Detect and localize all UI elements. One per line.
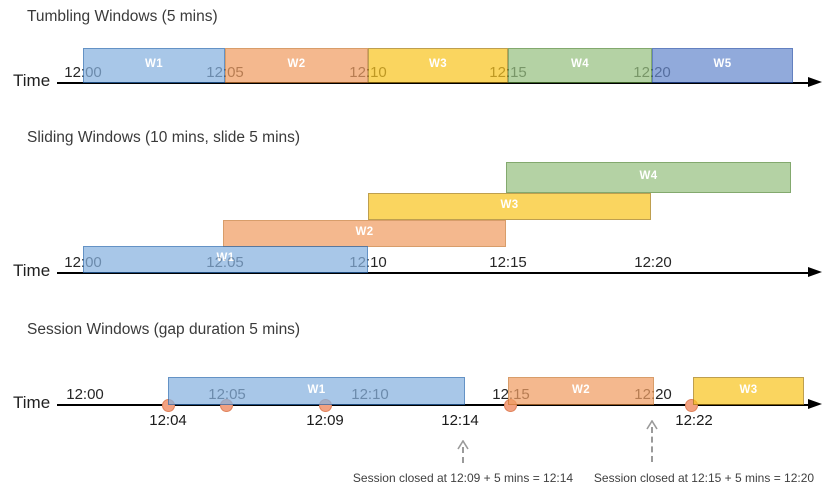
window-label-w2: W2 xyxy=(571,383,591,396)
window-label-w4: W4 xyxy=(570,58,590,70)
event-time-label-12-04: 12:04 xyxy=(149,412,187,429)
window-label-w4: W4 xyxy=(639,170,658,182)
window-label-w1: W1 xyxy=(216,252,235,264)
tumbling-window-w5: W5 xyxy=(652,48,793,83)
window-label-w1: W1 xyxy=(307,383,326,396)
time-axis-tumbling xyxy=(57,82,808,84)
tumbling-window-w2: W2 xyxy=(225,48,368,83)
tick-label-session-12-00: 12:00 xyxy=(66,386,104,403)
event-time-label-12-22: 12:22 xyxy=(675,412,713,429)
window-label-w2: W2 xyxy=(287,58,306,70)
section-title-sliding: Sliding Windows (10 mins, slide 5 mins) xyxy=(27,129,301,146)
window-label-w3: W3 xyxy=(428,58,448,70)
tumbling-window-w4: W4 xyxy=(508,48,652,83)
session-window-w1: W1 xyxy=(168,377,465,405)
callout-dashed-line xyxy=(651,427,653,462)
tumbling-window-w3: W3 xyxy=(368,48,508,83)
window-label-w1: W1 xyxy=(144,58,164,70)
window-label-w5: W5 xyxy=(713,58,732,70)
sliding-window-w2: W2 xyxy=(223,220,506,247)
event-time-label-12-09: 12:09 xyxy=(306,412,344,429)
tumbling-window-w1: W1 xyxy=(83,48,225,83)
session-window-w3: W3 xyxy=(693,377,804,405)
window-label-w2: W2 xyxy=(355,226,374,238)
session-window-w2: W2 xyxy=(508,377,654,405)
session-close-annotation: Session closed at 12:09 + 5 mins = 12:14 xyxy=(352,471,574,485)
time-axis-caption-sliding: Time xyxy=(13,261,51,280)
event-time-label-12-14: 12:14 xyxy=(441,412,479,429)
time-axis-session xyxy=(57,404,808,406)
section-title-session: Session Windows (gap duration 5 mins) xyxy=(27,321,301,338)
sliding-window-w4: W4 xyxy=(506,162,791,193)
sliding-window-w1: W1 xyxy=(83,246,368,273)
time-axis-arrowhead-icon xyxy=(808,266,822,277)
time-axis-caption-tumbling: Time xyxy=(13,71,51,90)
tick-label-sliding-12-15: 12:15 xyxy=(489,254,527,271)
time-axis-caption-session: Time xyxy=(13,393,51,412)
callout-arrow-icon xyxy=(645,417,659,430)
time-axis-arrowhead-icon xyxy=(808,398,822,409)
section-title-tumbling: Tumbling Windows (5 mins) xyxy=(27,8,218,25)
time-axis-arrowhead-icon xyxy=(808,76,822,87)
callout-dashed-line xyxy=(462,447,464,463)
window-label-w3: W3 xyxy=(739,383,758,396)
session-close-annotation: Session closed at 12:15 + 5 mins = 12:20 xyxy=(593,471,815,485)
sliding-window-w3: W3 xyxy=(368,193,651,220)
time-axis-sliding xyxy=(57,272,808,274)
window-label-w3: W3 xyxy=(500,199,519,211)
callout-arrow-icon xyxy=(456,437,470,450)
tick-label-sliding-12-20: 12:20 xyxy=(634,254,672,271)
